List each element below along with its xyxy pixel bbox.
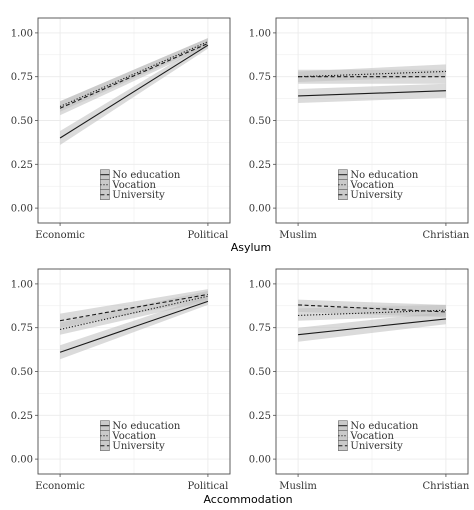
series-line-vocation — [298, 309, 446, 316]
y-tick-label: 1.00 — [11, 28, 33, 39]
legend-label: University — [112, 190, 165, 201]
panel-2: 0.00 0.25 0.50 0.75 1.00 Muslim Christian No ed… — [249, 17, 470, 241]
legend-key — [338, 430, 348, 441]
legend-label: No education — [112, 170, 181, 181]
x-tick-label: Muslim — [279, 481, 317, 492]
legend-label: Vocation — [111, 180, 156, 191]
series-line-university — [59, 42, 209, 109]
ci-ribbon-university — [60, 289, 208, 328]
series-line-no-education — [298, 318, 446, 336]
x-tick-label: Political — [188, 481, 229, 492]
ci-ribbon-no-education — [60, 41, 208, 146]
y-tick-label: 0.75 — [11, 323, 33, 334]
y-tick-label: 0.50 — [11, 116, 33, 127]
y-tick-label: 0.50 — [249, 116, 271, 127]
x-tick-label: Muslim — [279, 230, 317, 241]
legend-key — [100, 179, 110, 190]
panel-1: 0.00 0.25 0.50 0.75 1.00 Economic Political No … — [11, 17, 231, 241]
series-line-university — [59, 293, 209, 322]
x-tick-label: Christian — [423, 230, 470, 241]
legend-label: No education — [350, 170, 419, 181]
y-tick-label: 0.75 — [249, 323, 271, 334]
y-tick-label: 0.75 — [11, 72, 33, 83]
legend-label: Vocation — [349, 431, 394, 442]
panel-3: 0.00 0.25 0.50 0.75 1.00 Economic Political No … — [11, 268, 231, 492]
y-tick-label: 0.25 — [11, 411, 33, 422]
y-tick-label: 0.25 — [11, 160, 33, 171]
y-tick-label: 0.50 — [249, 367, 271, 378]
series-line-no-education — [59, 44, 209, 139]
x-tick-label: Economic — [35, 481, 85, 492]
y-tick-label: 0.00 — [249, 455, 271, 466]
y-tick-label: 1.00 — [249, 279, 271, 290]
row-title-accommodation: Accommodation — [203, 493, 292, 506]
ci-ribbon-university — [60, 38, 208, 116]
y-tick-label: 0.00 — [11, 204, 33, 215]
y-tick-label: 0.50 — [11, 367, 33, 378]
legend-key — [100, 430, 110, 441]
y-tick-label: 0.75 — [249, 72, 271, 83]
y-tick-label: 0.25 — [249, 160, 271, 171]
y-tick-label: 0.00 — [249, 204, 271, 215]
legend-label: Vocation — [111, 431, 156, 442]
y-tick-label: 1.00 — [249, 28, 271, 39]
legend-label: Vocation — [349, 180, 394, 191]
legend-label: University — [112, 441, 165, 452]
x-tick-label: Economic — [35, 230, 85, 241]
y-tick-label: 0.00 — [11, 455, 33, 466]
series-line-vocation — [298, 70, 446, 78]
legend-label: No education — [112, 421, 181, 432]
ci-ribbon-no-education — [60, 296, 208, 360]
panel-4: 0.00 0.25 0.50 0.75 1.00 Muslim Christian No ed… — [249, 268, 470, 492]
series-line-vocation — [59, 295, 209, 330]
series-line-no-education — [59, 300, 209, 353]
row-title-asylum: Asylum — [231, 241, 272, 254]
legend-label: University — [350, 441, 403, 452]
series-line-no-education — [298, 90, 446, 97]
x-tick-label: Political — [188, 230, 229, 241]
legend-label: University — [350, 190, 403, 201]
series-line-university — [298, 304, 446, 313]
legend-key — [338, 179, 348, 190]
y-tick-label: 0.25 — [249, 411, 271, 422]
y-tick-label: 1.00 — [11, 279, 33, 290]
legend-label: No education — [350, 421, 419, 432]
x-tick-label: Christian — [423, 481, 470, 492]
